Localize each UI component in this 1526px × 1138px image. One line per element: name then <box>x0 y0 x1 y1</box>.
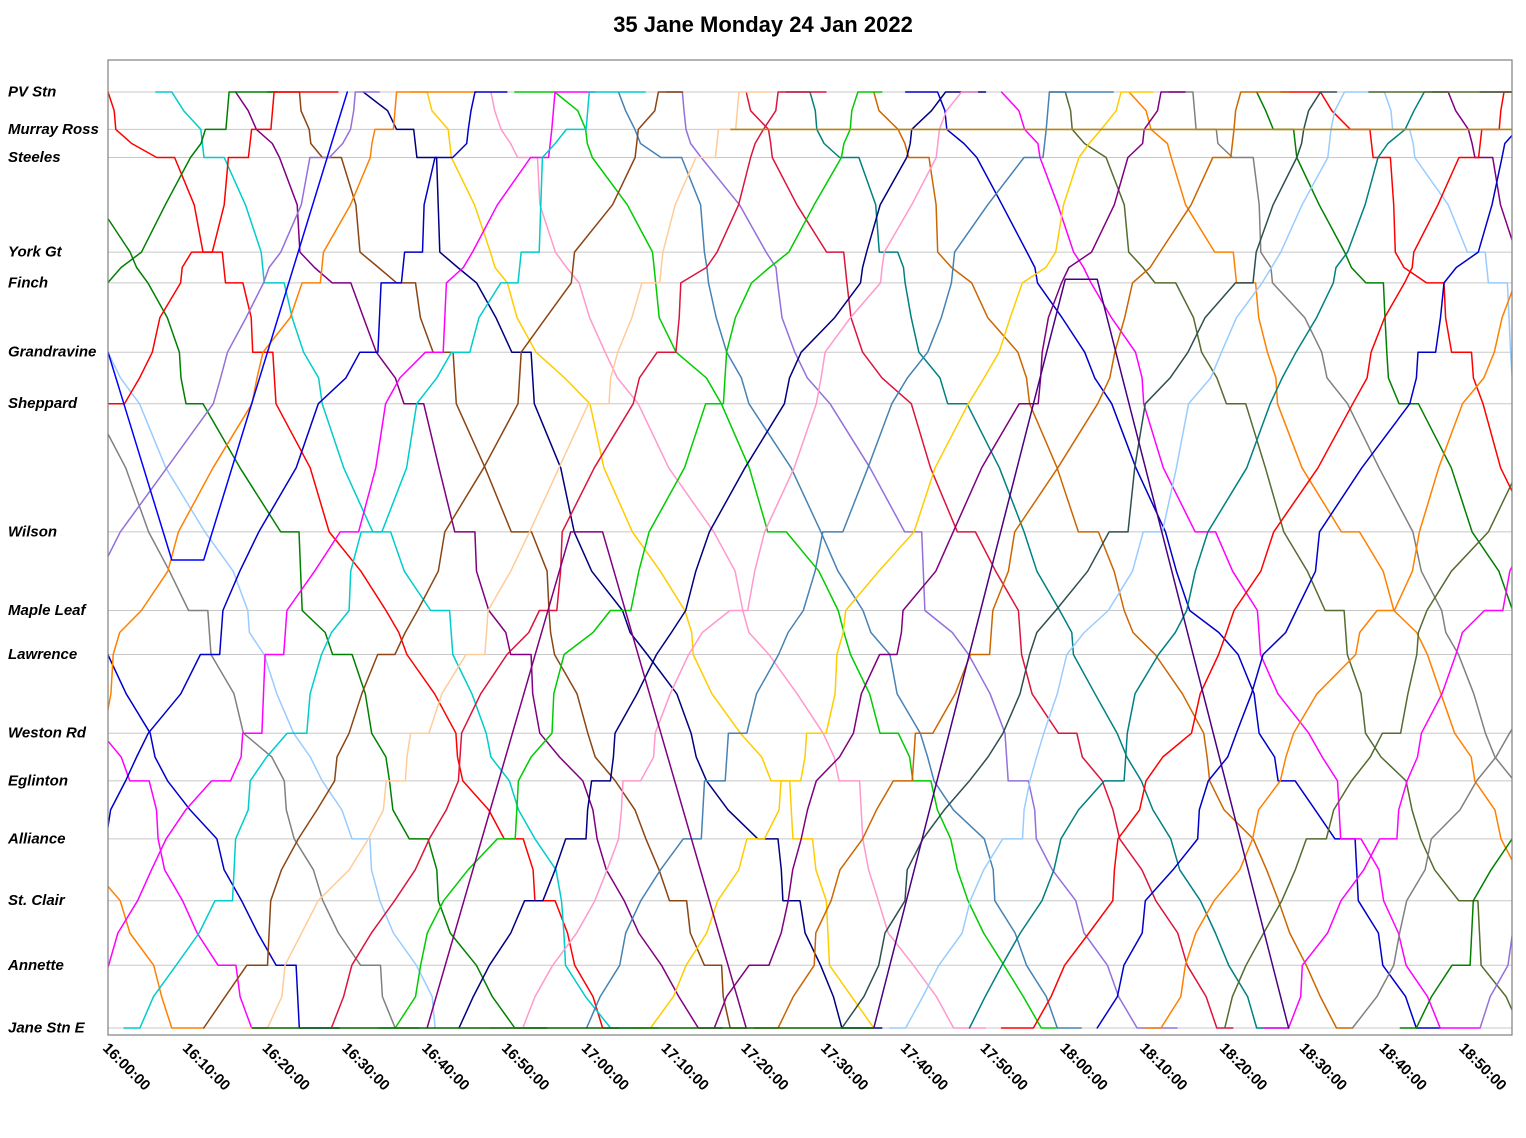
trip-line <box>234 91 724 1029</box>
trip-line <box>490 91 979 1029</box>
trip-line <box>108 91 508 832</box>
trip-line <box>458 91 987 1029</box>
trip-line <box>745 91 1234 1029</box>
time-tick-label: 16:20:00 <box>259 1040 313 1094</box>
time-tick-label: 18:20:00 <box>1216 1040 1270 1094</box>
trip-line <box>108 350 436 1029</box>
trip-line <box>108 432 420 1029</box>
trip-line <box>1000 91 1512 1029</box>
trip-line <box>1096 134 1512 1029</box>
station-label: York Gt <box>8 244 63 261</box>
station-label: Alliance <box>7 830 66 847</box>
trip-line <box>617 91 1082 1029</box>
trip-line <box>1431 91 1512 243</box>
trip-line <box>1144 289 1512 1029</box>
trip-line <box>713 91 1186 1029</box>
trip-line <box>514 91 1059 1029</box>
time-tick-label: 17:50:00 <box>977 1040 1031 1094</box>
trip-line <box>1399 837 1512 1029</box>
trip-line <box>889 91 1386 1029</box>
station-label: Wilson <box>8 523 57 540</box>
trip-line <box>1168 91 1512 780</box>
trip-line <box>1279 91 1512 493</box>
trip-line <box>108 739 269 1029</box>
plot-border <box>107 59 1513 1036</box>
trip-line <box>490 91 987 1029</box>
station-label: Lawrence <box>8 646 77 663</box>
station-label: Grandravine <box>8 344 96 361</box>
station-label: Annette <box>7 957 64 974</box>
trip-line <box>785 91 1290 1029</box>
station-labels: PV Stn Murray Ross Steeles York Gt Finch Gran… <box>7 84 99 1037</box>
time-tick-label: 16:40:00 <box>418 1040 472 1094</box>
station-label: Eglinton <box>8 772 68 789</box>
time-tick-label: 16:10:00 <box>179 1040 233 1094</box>
time-tick-label: 17:20:00 <box>737 1040 791 1094</box>
trip-line <box>665 91 1178 1029</box>
trip-line <box>1224 481 1512 1029</box>
trip-lines <box>108 91 1512 1029</box>
station-label: St. Clair <box>8 892 66 909</box>
trip-line <box>410 91 875 1029</box>
trip-line <box>108 91 380 558</box>
time-tick-label: 18:40:00 <box>1376 1040 1430 1094</box>
station-label: Murray Ross <box>8 121 99 138</box>
trip-line <box>1263 564 1512 1029</box>
station-label: PV Stn <box>8 84 56 101</box>
trip-line <box>1255 91 1512 611</box>
time-tick-label: 16:30:00 <box>338 1040 392 1094</box>
trip-line <box>108 650 340 1029</box>
trip-line <box>904 91 1441 1029</box>
trip-line <box>155 91 660 1029</box>
trip-line <box>426 531 747 1029</box>
station-label: Jane Stn E <box>8 1020 86 1037</box>
trip-line <box>873 278 1290 1029</box>
trip-line <box>873 91 1354 1029</box>
time-tick-label: 17:40:00 <box>897 1040 951 1094</box>
trip-line <box>378 91 883 1029</box>
trip-line <box>1000 91 1481 1029</box>
trip-line <box>753 91 1290 1029</box>
trip-line <box>1351 727 1512 1029</box>
trip-line <box>108 91 596 970</box>
time-tick-label: 18:00:00 <box>1056 1040 1110 1094</box>
trip-line <box>108 885 205 1029</box>
time-tick-label: 18:50:00 <box>1455 1040 1509 1094</box>
time-tick-label: 16:00:00 <box>99 1040 153 1094</box>
time-tick-label: 18:10:00 <box>1136 1040 1190 1094</box>
trip-line <box>266 91 747 1029</box>
trip-line <box>841 91 1338 1029</box>
time-tick-label: 18:30:00 <box>1296 1040 1350 1094</box>
station-label: Steeles <box>8 149 61 166</box>
station-label: Weston Rd <box>8 725 87 742</box>
trip-line <box>108 217 548 1029</box>
time-tick-label: 17:30:00 <box>817 1040 871 1094</box>
trip-line <box>108 91 278 293</box>
trip-line <box>633 91 1154 1029</box>
trip-line <box>242 91 772 1029</box>
station-label: Maple Leaf <box>8 602 88 619</box>
time-tick-label: 16:50:00 <box>498 1040 552 1094</box>
trip-line <box>1383 91 1512 382</box>
trip-line <box>585 91 1114 1029</box>
trip-line <box>108 91 349 561</box>
time-tick-label: 17:00:00 <box>578 1040 632 1094</box>
trip-line <box>202 91 684 1029</box>
chart-title: 35 Jane Monday 24 Jan 2022 <box>613 12 913 37</box>
trip-line <box>330 91 827 1029</box>
trip-line <box>1048 91 1512 1012</box>
trip-line <box>108 91 478 714</box>
time-tick-label: 17:10:00 <box>658 1040 712 1094</box>
time-axis-labels: 16:00:00 16:10:00 16:20:00 16:30:00 16:40:00… <box>99 1040 1510 1094</box>
trip-line <box>1128 91 1512 862</box>
trip-line <box>108 91 620 1029</box>
station-label: Sheppard <box>8 395 78 412</box>
trip-line <box>108 91 339 405</box>
trip-line <box>968 91 1449 1029</box>
trip-line <box>123 91 646 1029</box>
station-label: Finch <box>8 274 48 291</box>
